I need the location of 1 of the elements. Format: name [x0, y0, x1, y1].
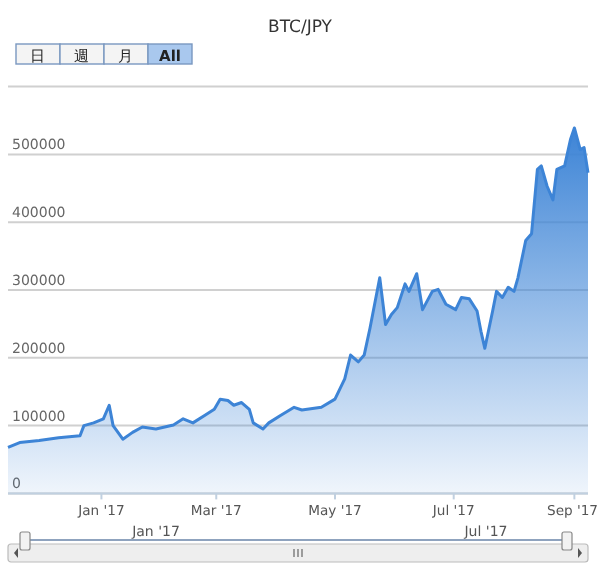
chart-title: BTC/JPY	[268, 18, 334, 38]
